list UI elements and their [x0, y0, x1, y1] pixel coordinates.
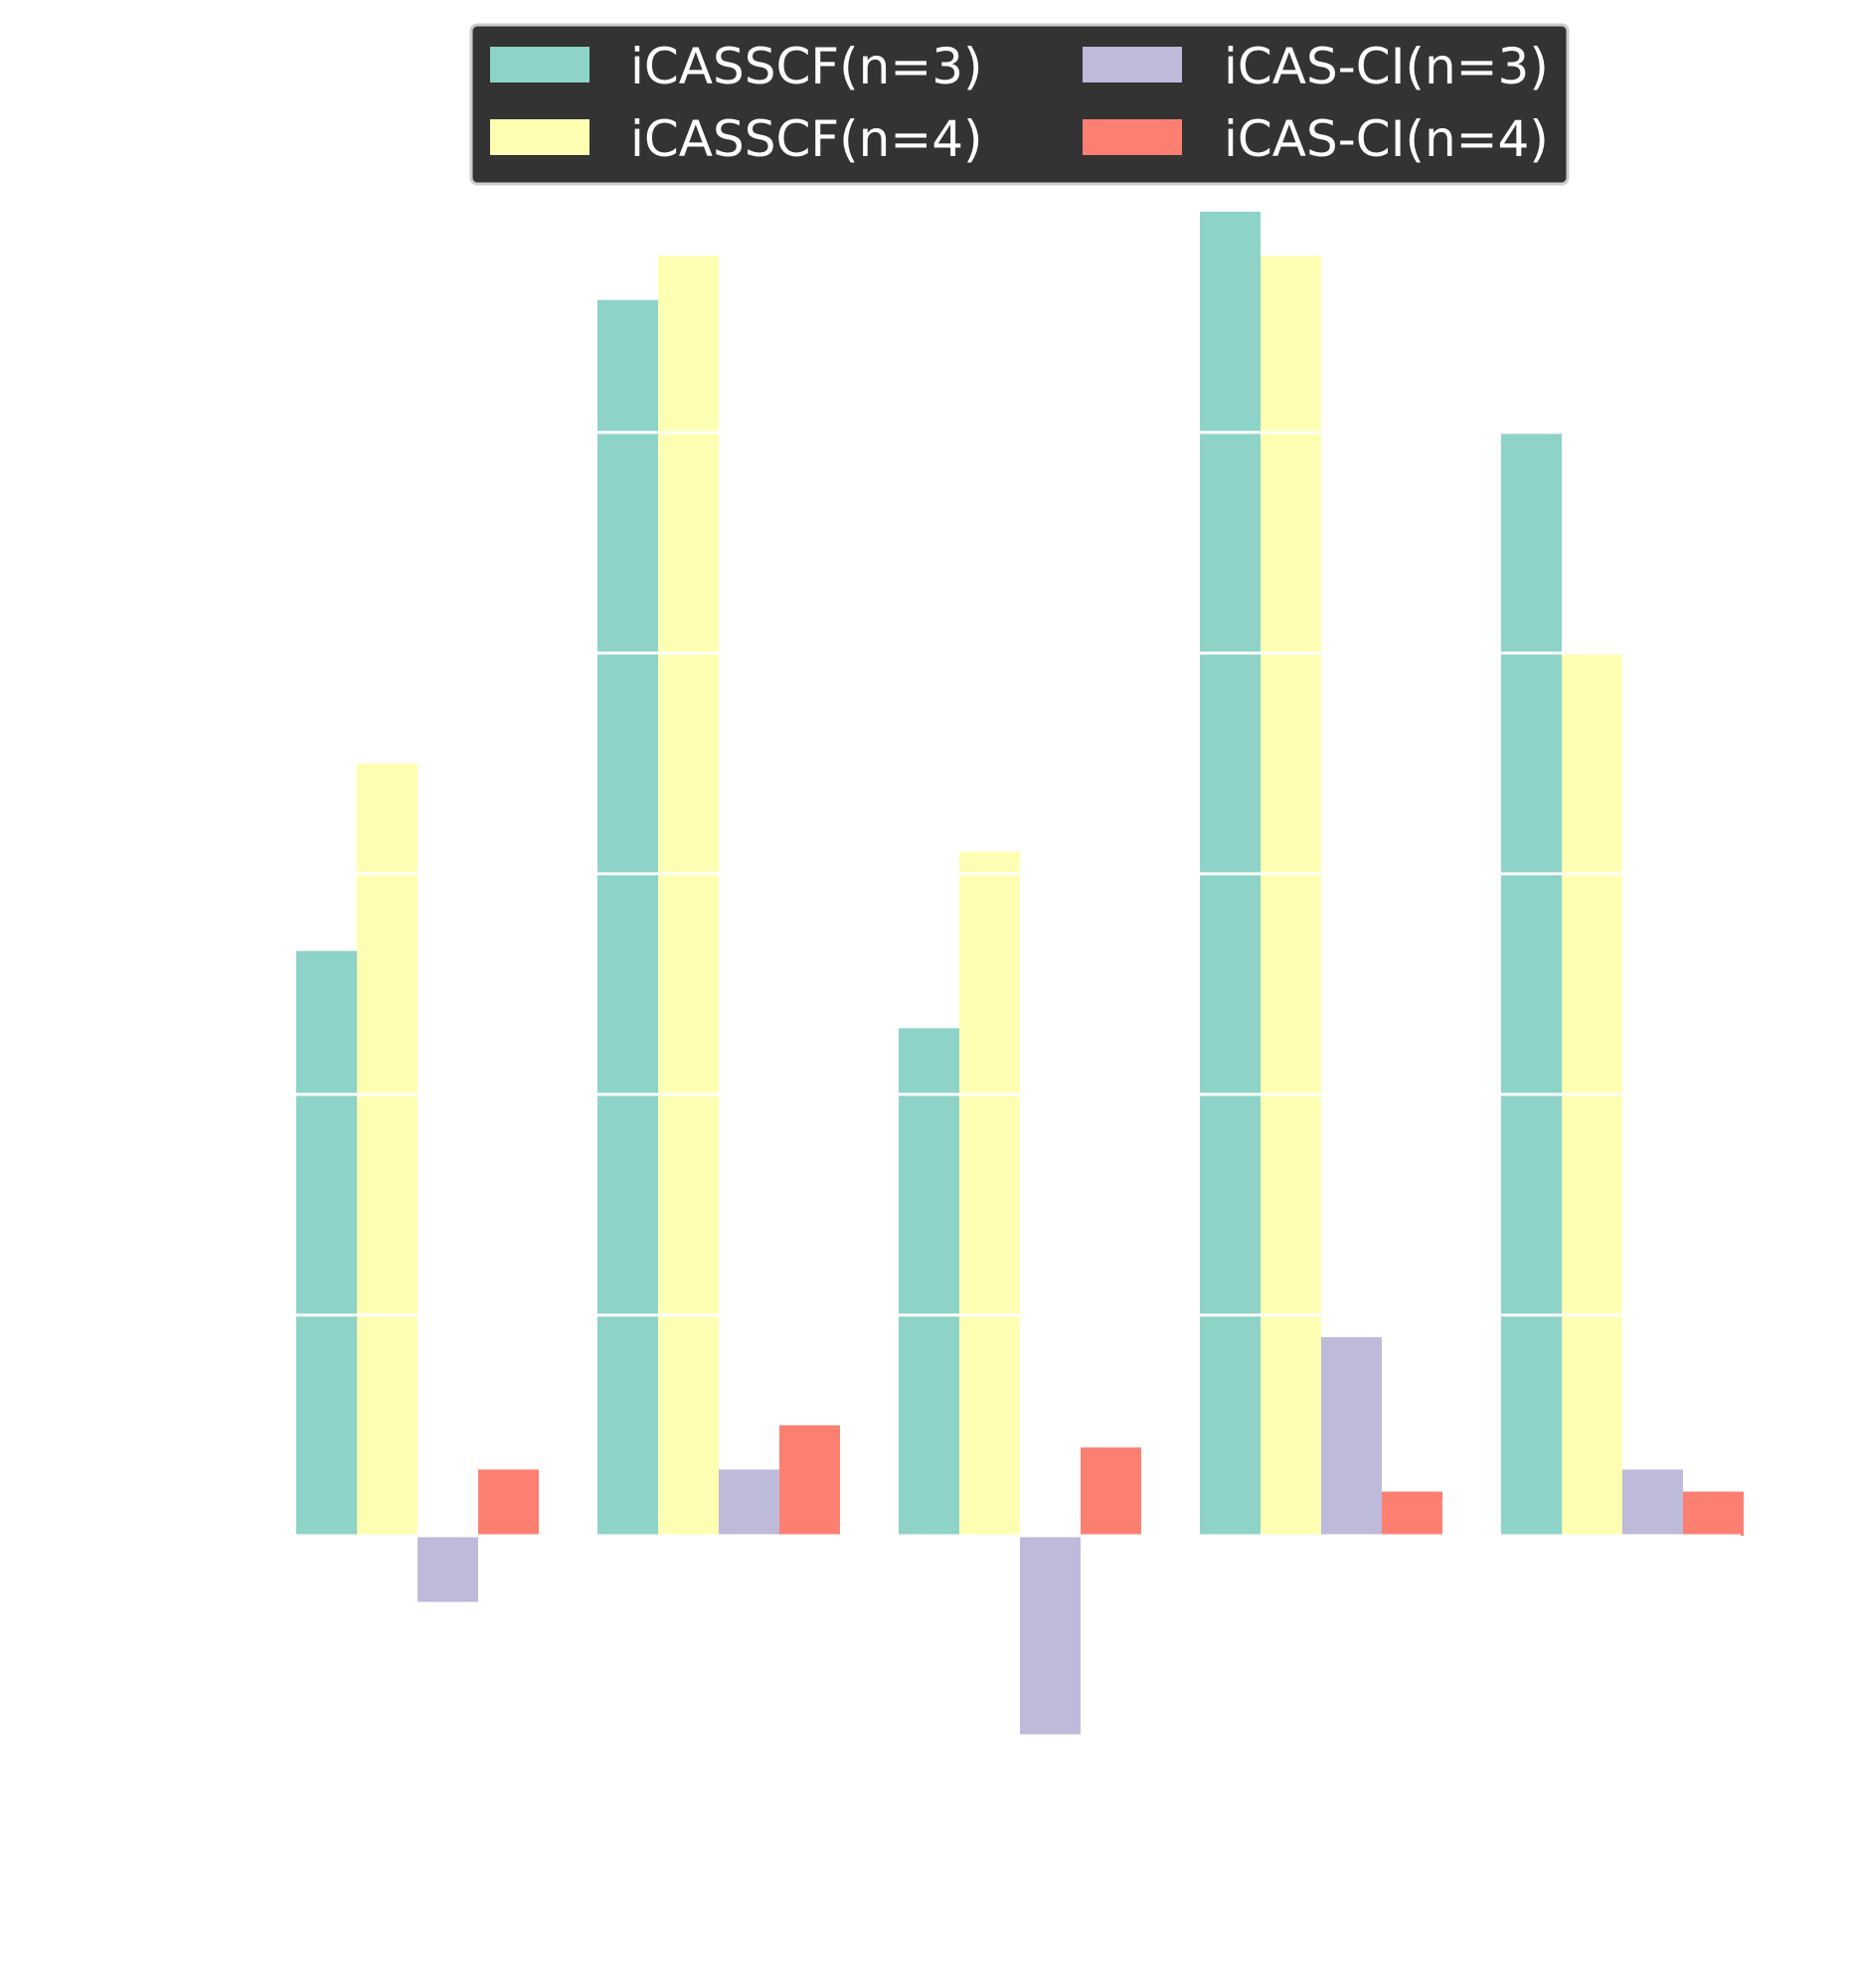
- legend-label-icassscf-n4: iCASSCF(n=4): [630, 110, 983, 168]
- legend-box: [469, 23, 1570, 186]
- legend-swatch-icassscf-n4: [490, 119, 589, 155]
- legend-swatch-icassscf-n3: [490, 47, 589, 83]
- bar-series-1-group-0: [357, 763, 418, 1536]
- bar-series-2-group-4: [1622, 1469, 1683, 1536]
- legend-label-icasci-n4: iCAS-CI(n=4): [1224, 110, 1549, 168]
- bar-series-2-group-1: [719, 1469, 779, 1536]
- bar-series-2-group-3: [1321, 1337, 1382, 1536]
- bar-series-0-group-2: [899, 1028, 959, 1536]
- bar-series-3-group-2: [1081, 1447, 1141, 1536]
- bar-series-2-group-0: [418, 1536, 478, 1602]
- bar-series-1-group-2: [959, 851, 1020, 1536]
- bars-layer: [296, 212, 1744, 1735]
- bar-series-1-group-1: [658, 255, 719, 1536]
- bar-series-0-group-4: [1501, 432, 1562, 1536]
- bar-series-3-group-3: [1382, 1491, 1442, 1536]
- bar-series-3-group-0: [478, 1469, 539, 1536]
- bar-series-0-group-1: [597, 299, 658, 1536]
- legend-swatch-icasci-n3: [1083, 47, 1182, 83]
- legend-label-icassscf-n3: iCASSCF(n=3): [630, 38, 983, 95]
- bar-series-3-group-4: [1683, 1491, 1744, 1536]
- legend-swatch-icasci-n4: [1083, 119, 1182, 155]
- gridlines: [296, 430, 1741, 1538]
- bar-series-3-group-1: [779, 1425, 840, 1536]
- legend-label-icasci-n3: iCAS-CI(n=3): [1224, 38, 1549, 95]
- legend: iCASSCF(n=3) iCASSCF(n=4) iCAS-CI(n=3) i…: [469, 23, 1570, 186]
- bar-series-1-group-3: [1261, 255, 1321, 1536]
- bar-series-2-group-2: [1020, 1536, 1081, 1735]
- bar-series-0-group-0: [296, 950, 357, 1536]
